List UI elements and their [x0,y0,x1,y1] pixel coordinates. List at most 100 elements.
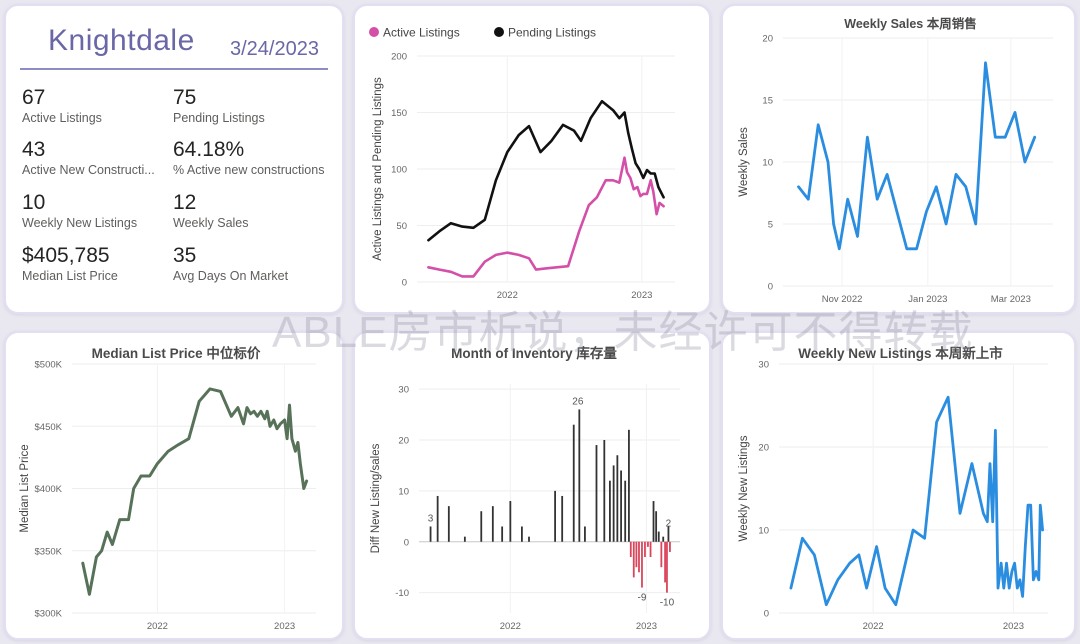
kpi-card: Knightdale 3/24/2023 67 Active Listings … [4,4,344,314]
new-listings-chart: Weekly New Listings 本周新上市 0 10 20 30 2022 2023… [738,345,1048,632]
kpi-label: Median List Price [22,269,118,283]
y-axis-label: Weekly Sales [738,127,750,197]
x-tick-label: 2022 [147,621,168,632]
kpi-value: $405,785 [22,244,110,267]
kpi-value: 10 [22,191,46,214]
kpi-label: Weekly Sales [173,216,249,230]
x-tick-label: 2023 [1003,621,1024,632]
kpi-value: 12 [173,191,197,214]
kpi-label: Weekly New Listings [22,216,138,230]
bar [609,480,611,542]
bar [491,506,494,542]
data-label: -10 [660,598,675,609]
chart-title: Median List Price 中位标价 [92,345,261,361]
bar [635,541,638,568]
bar [447,506,450,542]
kpi-value: 43 [22,138,46,161]
kpi-median-list-price: $405,785 Median List Price [22,244,172,284]
bar [584,526,586,542]
y-tick-label: 30 [398,385,409,396]
y-tick-label: $400K [35,484,63,495]
series-line [789,395,1044,607]
bar [628,429,630,542]
weekly-sales-chart-card: Weekly Sales 本周销售 0 5 10 15 20 Nov 2022 Jan 202… [721,4,1076,314]
kpi-weekly-sales: 12 Weekly Sales [173,191,323,231]
y-tick-label: $450K [35,422,63,433]
kpi-label: Pending Listings [173,111,265,125]
data-label: 2 [666,519,672,530]
x-tick-label: Nov 2022 [822,294,863,305]
kpi-label: Active New Constructi... [22,163,155,177]
y-axis-label: Active Listings and Pending Listings [372,77,384,261]
median-price-chart-card: Median List Price 中位标价 $300K $350K $400K $45… [4,331,344,640]
kpi-pending-listings: 75 Pending Listings [173,86,323,126]
kpi-value: 67 [22,86,46,109]
bar [629,541,632,558]
series-line [81,387,309,596]
bar [463,536,466,542]
bar [662,536,665,542]
bar [595,445,598,542]
bar [480,511,483,542]
inventory-chart: Month of Inventory 库存量 -10 0 10 20 30 2022 2023… [370,345,680,632]
bar [647,541,649,547]
y-tick-label: 200 [391,52,407,63]
y-tick-label: 10 [398,486,409,497]
y-tick-label: $350K [35,546,63,557]
x-tick-label: 2022 [863,621,884,632]
kpi-active-new-construction: 43 Active New Constructi... [22,138,156,178]
bar [666,541,668,593]
series-line [797,61,1037,251]
y-tick-label: $300K [35,609,63,620]
bar [501,526,504,542]
y-tick-label: 15 [762,96,773,107]
series-line [427,99,665,242]
x-tick-label: 2023 [274,621,295,632]
y-tick-label: 10 [762,158,773,169]
kpi-pct-new-construction: 64.18% % Active new constructions [173,138,338,178]
bar [561,495,564,542]
y-tick-label: 0 [768,282,773,293]
chart-title: Weekly New Listings 本周新上市 [798,345,1003,361]
y-tick-label: 0 [402,278,407,289]
bar [603,439,606,542]
x-tick-label: Jan 2023 [908,294,947,305]
kpi-active-listings: 67 Active Listings [22,86,172,126]
bar [509,501,512,542]
y-tick-label: 20 [762,34,773,45]
inventory-chart-card: Month of Inventory 库存量 -10 0 10 20 30 2022 2023… [353,331,711,640]
data-label: 3 [428,513,434,524]
bar [521,526,523,542]
kpi-label: Avg Days On Market [173,269,289,283]
bar [657,531,660,542]
kpi-label: Active Listings [22,111,102,125]
kpi-weekly-new-listings: 10 Weekly New Listings [22,191,172,231]
y-tick-label: 30 [758,360,769,371]
y-axis-label: Weekly New Listings [738,435,750,541]
bar [638,541,640,573]
report-date: 3/24/2023 [230,38,319,60]
y-tick-label: 0 [764,609,769,620]
y-tick-label: 100 [391,165,407,176]
kpi-value: 75 [173,86,197,109]
legend-marker [494,27,504,37]
x-tick-label: Mar 2023 [991,294,1031,305]
bar [667,526,670,542]
bar [554,490,556,542]
legend-label: Pending Listings [508,26,596,40]
bar [436,495,439,542]
kpi-value: 64.18% [173,138,245,161]
bar [644,541,646,558]
y-tick-label: 10 [758,526,769,537]
median-price-chart: Median List Price 中位标价 $300K $350K $400K $45… [19,345,316,632]
y-tick-label: 20 [398,435,409,446]
bar [641,541,643,588]
bar [664,541,666,583]
bar [624,480,627,542]
bar [620,470,622,542]
y-tick-label: 20 [758,443,769,454]
bar [528,536,530,542]
y-axis-label: Diff New Listing/sales [370,443,382,553]
y-tick-label: 0 [404,537,409,548]
y-tick-label: -10 [395,588,409,599]
